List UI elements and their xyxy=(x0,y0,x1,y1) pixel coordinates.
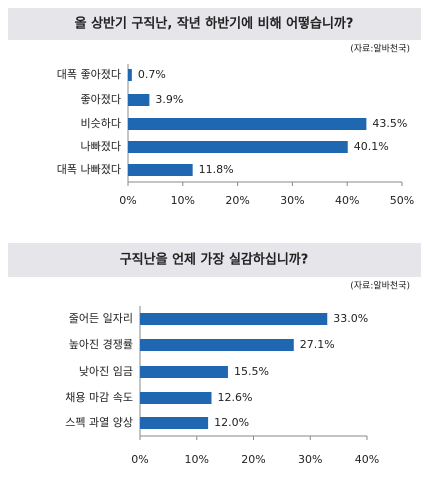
bar xyxy=(140,417,209,429)
x-tick-label: 30% xyxy=(280,194,304,207)
x-tick-label: 30% xyxy=(298,453,322,466)
value-label: 11.8% xyxy=(199,163,234,176)
bar xyxy=(140,313,328,325)
value-label: 12.6% xyxy=(218,391,253,404)
bar xyxy=(128,141,348,153)
title-box xyxy=(8,243,421,277)
chart-title: 구직난을 언제 가장 실감하십니까? xyxy=(120,252,309,268)
value-label: 43.5% xyxy=(372,117,407,130)
value-label: 40.1% xyxy=(354,140,389,153)
y-tick-label: 채용 마감 속도 xyxy=(65,391,133,404)
bar xyxy=(128,118,367,130)
y-tick-label: 줄어든 일자리 xyxy=(69,311,133,325)
x-tick-label: 0% xyxy=(119,194,136,207)
x-tick-label: 20% xyxy=(241,453,265,466)
chart-title: 올 상반기 구직난, 작년 하반기에 비해 어떻습니까? xyxy=(75,16,354,32)
value-label: 0.7% xyxy=(138,68,166,81)
x-tick-label: 20% xyxy=(225,194,249,207)
bar xyxy=(140,339,294,351)
x-tick-label: 50% xyxy=(390,194,414,207)
y-tick-label: 대폭 나빠졌다 xyxy=(57,163,121,176)
value-label: 33.0% xyxy=(333,312,368,325)
bar xyxy=(128,94,150,106)
source: (자료:알바천국) xyxy=(350,281,410,292)
y-tick-label: 좋아졌다 xyxy=(81,93,121,106)
bar xyxy=(128,69,132,81)
x-tick-label: 40% xyxy=(355,453,379,466)
x-tick-label: 40% xyxy=(335,194,359,207)
value-label: 12.0% xyxy=(214,416,249,429)
y-tick-label: 낮아진 임금 xyxy=(79,365,133,378)
y-tick-label: 높아진 경쟁률 xyxy=(69,338,133,351)
bar xyxy=(140,392,212,404)
x-tick-label: 10% xyxy=(185,453,209,466)
x-tick-label: 0% xyxy=(131,453,148,466)
y-tick-label: 나빠졌다 xyxy=(81,140,121,153)
y-tick-label: 비슷하다 xyxy=(81,116,121,130)
value-label: 27.1% xyxy=(300,338,335,351)
source: (자료:알바천국) xyxy=(350,44,410,55)
y-tick-label: 대폭 좋아졌다 xyxy=(57,68,121,81)
value-label: 15.5% xyxy=(234,365,269,378)
x-tick-label: 10% xyxy=(171,194,195,207)
bar xyxy=(140,366,228,378)
title-box xyxy=(8,8,421,40)
y-tick-label: 스펙 과열 양상 xyxy=(65,416,133,429)
bar xyxy=(128,164,193,176)
value-label: 3.9% xyxy=(155,93,183,106)
